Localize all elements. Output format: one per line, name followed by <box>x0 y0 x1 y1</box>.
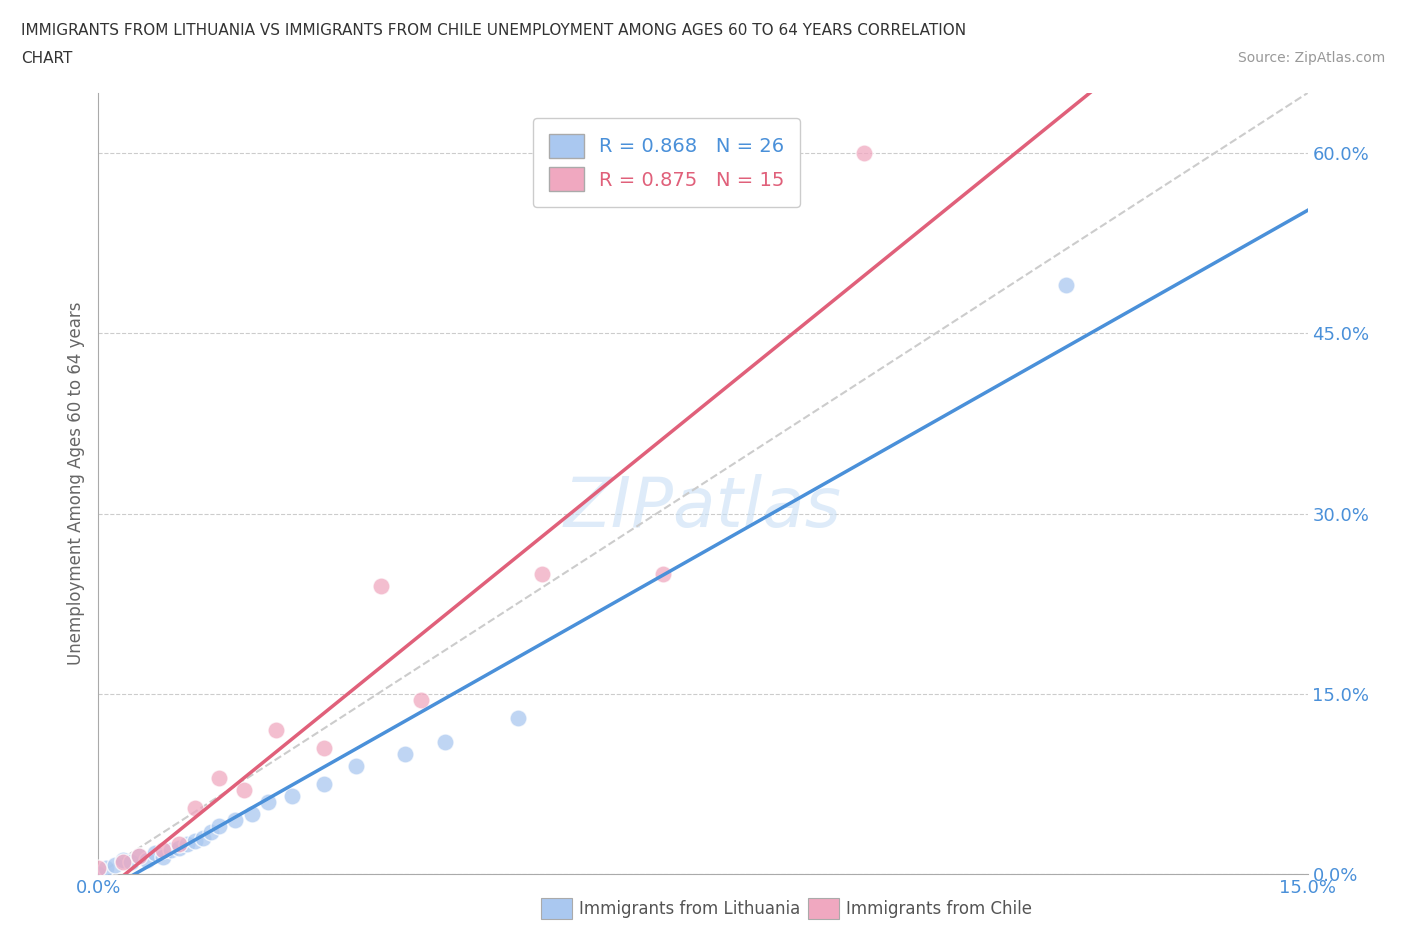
Point <box>160 843 183 857</box>
Point <box>208 818 231 833</box>
Point <box>224 813 246 828</box>
Point <box>530 566 553 581</box>
Point <box>370 578 392 593</box>
Point <box>651 566 673 581</box>
Point <box>314 740 336 755</box>
Point <box>314 777 336 791</box>
Point <box>152 850 174 865</box>
Text: ZIPatlas: ZIPatlas <box>564 473 842 540</box>
Text: Immigrants from Lithuania: Immigrants from Lithuania <box>579 899 800 918</box>
Point <box>111 852 134 867</box>
Point <box>184 801 207 816</box>
Point <box>1054 278 1077 293</box>
Point <box>143 845 166 860</box>
Point <box>394 747 416 762</box>
Point <box>409 693 432 708</box>
Text: Source: ZipAtlas.com: Source: ZipAtlas.com <box>1237 51 1385 65</box>
Point <box>167 837 190 852</box>
Point <box>184 833 207 848</box>
Point <box>87 867 110 882</box>
Legend: R = 0.868   N = 26, R = 0.875   N = 15: R = 0.868 N = 26, R = 0.875 N = 15 <box>533 118 800 206</box>
Text: CHART: CHART <box>21 51 73 66</box>
Point <box>208 771 231 786</box>
Point <box>135 852 157 867</box>
Point <box>193 830 215 845</box>
Point <box>256 794 278 809</box>
Point <box>167 841 190 856</box>
Point <box>281 789 304 804</box>
Point <box>853 146 876 161</box>
Point <box>240 806 263 821</box>
Point <box>128 849 150 864</box>
Point <box>128 849 150 864</box>
Text: Immigrants from Chile: Immigrants from Chile <box>846 899 1032 918</box>
Point <box>232 783 254 798</box>
Point <box>200 825 222 840</box>
Point <box>344 759 367 774</box>
Point <box>434 735 457 750</box>
Point <box>96 861 118 876</box>
Y-axis label: Unemployment Among Ages 60 to 64 years: Unemployment Among Ages 60 to 64 years <box>66 302 84 665</box>
Point <box>120 855 142 870</box>
Point <box>103 857 125 872</box>
Point <box>506 711 529 725</box>
Point <box>264 723 287 737</box>
Text: IMMIGRANTS FROM LITHUANIA VS IMMIGRANTS FROM CHILE UNEMPLOYMENT AMONG AGES 60 TO: IMMIGRANTS FROM LITHUANIA VS IMMIGRANTS … <box>21 23 966 38</box>
Point <box>176 837 198 852</box>
Point <box>152 843 174 857</box>
Point <box>87 861 110 876</box>
Point <box>111 855 134 870</box>
